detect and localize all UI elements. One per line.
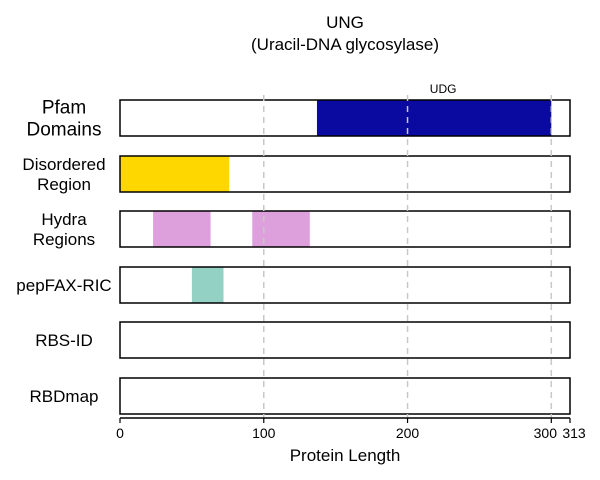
chart-title: UNG — [326, 13, 364, 32]
track-border — [119, 321, 571, 359]
track-label: RBDmap — [30, 387, 99, 406]
tracks: UDG Pfam Domains Disordered Region Hydra Regio… — [16, 82, 571, 415]
chart-title-block: UNG (Uracil-DNA glycosylase) — [145, 12, 545, 56]
track-background — [120, 267, 570, 303]
track: pepFAX-RIC — [16, 266, 571, 304]
track-border — [119, 266, 571, 304]
x-tick-label: 0 — [116, 425, 124, 441]
track-segment — [252, 211, 310, 247]
chart-subtitle: (Uracil-DNA glycosylase) — [251, 35, 439, 54]
x-tick-label: 313 — [562, 425, 586, 441]
track-segment — [191, 267, 224, 303]
x-tick-label: 100 — [252, 425, 276, 441]
track-segment — [120, 156, 230, 192]
track-segment — [316, 100, 552, 136]
track: UDG Pfam Domains — [27, 82, 571, 141]
track-background — [120, 378, 570, 414]
x-tick-label: 300 — [534, 425, 558, 441]
gridlines — [263, 95, 553, 418]
track: RBS-ID — [35, 321, 571, 359]
track-label: Hydra Regions — [33, 210, 95, 249]
x-axis-label: Protein Length — [290, 446, 401, 465]
track-label: Pfam Domains — [27, 98, 102, 141]
x-axis: 0 100 200 300 313 — [116, 417, 586, 441]
track: Disordered Region — [22, 155, 571, 194]
track-label: RBS-ID — [35, 331, 93, 350]
track-label: pepFAX-RIC — [16, 276, 111, 295]
track-background — [120, 322, 570, 358]
track-border — [119, 210, 571, 248]
track-label: Disordered Region — [22, 155, 105, 194]
segment-label: UDG — [430, 82, 457, 96]
track-border — [119, 377, 571, 415]
track-border — [119, 155, 571, 193]
track-segment — [153, 211, 211, 247]
track: Hydra Regions — [33, 210, 571, 249]
track: RBDmap — [30, 377, 571, 415]
x-tick-label: 200 — [396, 425, 420, 441]
track-border — [119, 99, 571, 137]
